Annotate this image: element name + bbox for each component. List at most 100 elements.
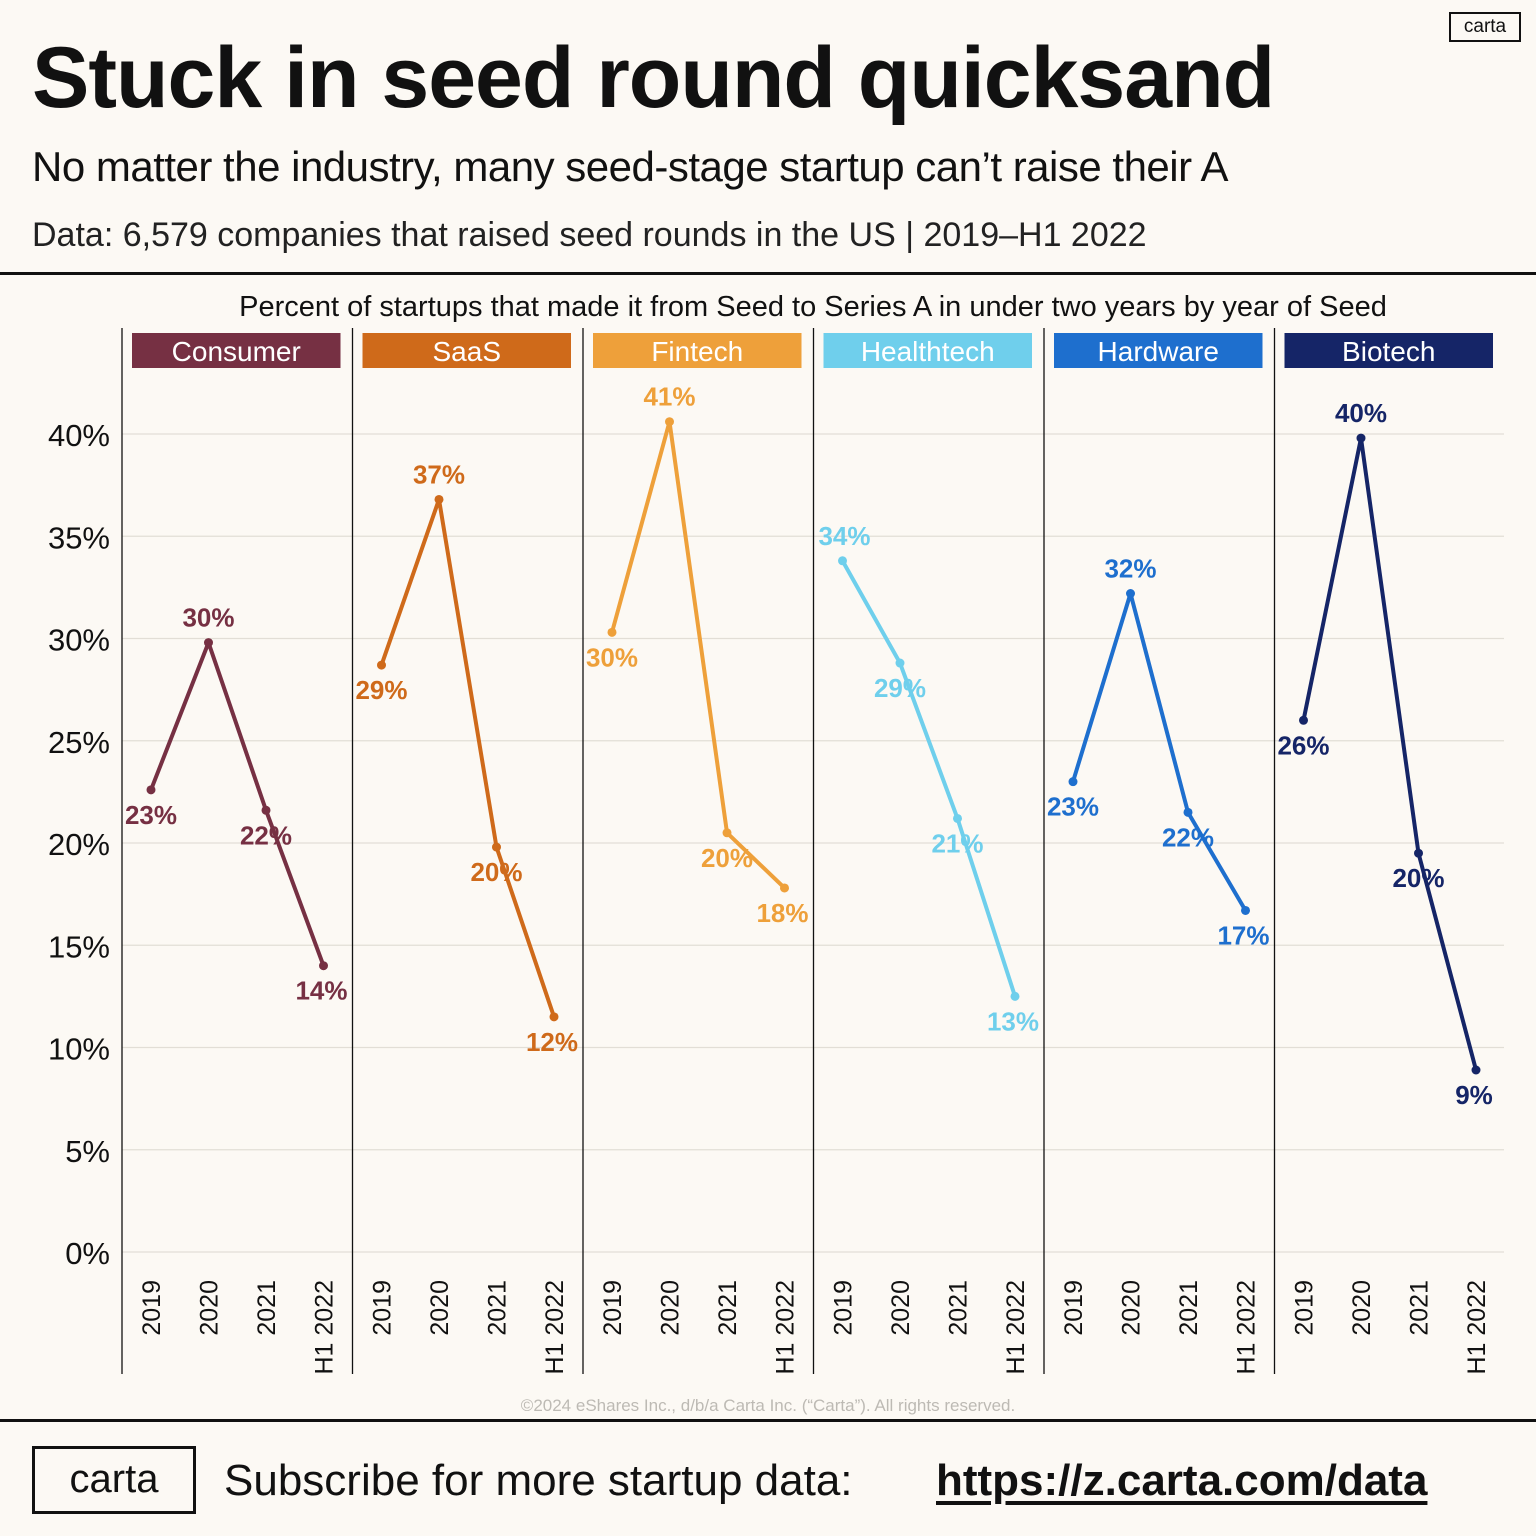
- data-point: [1068, 777, 1078, 787]
- y-tick-label: 35%: [48, 520, 110, 555]
- panel-header-label: Hardware: [1098, 336, 1219, 367]
- data-label: 13%: [987, 1006, 1039, 1036]
- data-point: [607, 627, 617, 637]
- data-label: 30%: [182, 603, 234, 633]
- data-point: [146, 785, 156, 795]
- panel-header: [362, 333, 571, 368]
- x-tick-label: H1 2022: [772, 1280, 800, 1375]
- data-point: [838, 556, 847, 566]
- data-point: [953, 813, 962, 823]
- y-tick-label: 0%: [65, 1236, 110, 1271]
- data-label: 20%: [470, 857, 522, 887]
- data-point: [665, 417, 674, 427]
- x-tick-label: H1 2022: [1233, 1280, 1261, 1375]
- x-tick-label: 2020: [657, 1280, 685, 1336]
- panel-header-label: Healthtech: [861, 336, 995, 367]
- series-line: [840, 559, 1017, 997]
- data-point: [895, 658, 905, 668]
- panel-header: [132, 333, 341, 368]
- copyright-notice: ©2024 eShares Inc., d/b/a Carta Inc. (“C…: [520, 1396, 1016, 1415]
- panel-header-label: SaaS: [433, 336, 502, 367]
- data-label: 14%: [295, 976, 347, 1006]
- data-label: 21%: [931, 828, 983, 858]
- carta-logo[interactable]: carta: [1449, 12, 1521, 42]
- x-tick-label: 2021: [714, 1280, 742, 1336]
- data-point: [1126, 589, 1135, 599]
- y-tick-label: 20%: [48, 827, 110, 862]
- data-label: 29%: [355, 675, 407, 705]
- data-label: 9%: [1455, 1080, 1493, 1110]
- data-label: 22%: [240, 820, 292, 850]
- data-point: [1010, 991, 1020, 1001]
- series-line: [1301, 436, 1478, 1071]
- x-tick-label: 2019: [1291, 1280, 1319, 1336]
- data-label: 17%: [1217, 920, 1269, 950]
- x-tick-label: H1 2022: [311, 1280, 339, 1375]
- data-point: [1183, 807, 1193, 817]
- data-point: [722, 828, 732, 838]
- x-tick-label: 2021: [484, 1280, 512, 1336]
- x-tick-label: 2021: [253, 1280, 281, 1336]
- data-point: [780, 883, 789, 893]
- x-tick-label: H1 2022: [1002, 1280, 1030, 1375]
- page-title: Stuck in seed round quicksand: [32, 30, 1275, 126]
- series-line: [610, 419, 786, 890]
- data-point: [377, 660, 386, 670]
- series-line: [379, 497, 556, 1018]
- y-tick-label: 30%: [48, 623, 110, 658]
- data-label: 23%: [1047, 792, 1099, 822]
- data-point: [1241, 905, 1250, 915]
- x-tick-label: 2019: [1060, 1280, 1088, 1336]
- data-label: 22%: [1162, 822, 1214, 852]
- y-tick-label: 10%: [48, 1032, 110, 1067]
- series-line: [149, 640, 326, 967]
- data-source-note: Data: 6,579 companies that raised seed r…: [32, 216, 1147, 254]
- x-tick-label: 2021: [945, 1280, 973, 1336]
- x-tick-label: H1 2022: [1463, 1280, 1491, 1375]
- data-label: 20%: [1392, 863, 1444, 893]
- data-point: [1471, 1065, 1481, 1075]
- page-subtitle: No matter the industry, many seed-stage …: [32, 143, 1228, 190]
- x-tick-label: 2019: [138, 1280, 166, 1336]
- data-label: 26%: [1277, 730, 1329, 760]
- x-tick-label: 2021: [1406, 1280, 1434, 1336]
- panel-header-label: Consumer: [172, 336, 301, 367]
- x-tick-label: 2020: [887, 1280, 915, 1336]
- data-point: [434, 494, 444, 504]
- x-tick-label: 2019: [369, 1280, 397, 1336]
- data-point: [1299, 715, 1308, 725]
- data-point: [492, 842, 501, 852]
- data-point: [1414, 848, 1423, 858]
- panel-header: [1284, 333, 1493, 368]
- subscribe-link[interactable]: https://z.carta.com/data: [936, 1456, 1428, 1505]
- panel-header: [1054, 333, 1263, 368]
- chart-title: Percent of startups that made it from Se…: [239, 291, 1387, 323]
- panel-header: [593, 333, 802, 368]
- data-label: 20%: [701, 843, 753, 873]
- x-tick-label: 2021: [1175, 1280, 1203, 1336]
- y-tick-label: 25%: [48, 725, 110, 760]
- y-tick-label: 40%: [48, 418, 110, 453]
- data-label: 32%: [1104, 554, 1156, 584]
- data-label: 18%: [756, 898, 808, 928]
- data-label: 40%: [1335, 398, 1387, 428]
- data-point: [204, 638, 213, 648]
- data-point: [319, 961, 328, 971]
- x-tick-label: H1 2022: [541, 1280, 569, 1375]
- panel-header-label: Biotech: [1342, 336, 1435, 367]
- data-label: 30%: [586, 642, 638, 672]
- x-tick-label: 2020: [1118, 1280, 1146, 1336]
- panel-header-label: Fintech: [651, 336, 743, 367]
- x-tick-label: 2019: [830, 1280, 858, 1336]
- x-tick-label: 2020: [196, 1280, 224, 1336]
- data-point: [549, 1012, 559, 1022]
- small-multiples-line-chart: Percent of startups that made it from Se…: [48, 291, 1504, 1375]
- panel-header: [823, 333, 1032, 368]
- data-point: [261, 805, 271, 815]
- y-tick-label: 15%: [48, 929, 110, 964]
- carta-logo-footer[interactable]: carta: [32, 1446, 196, 1514]
- data-label: 12%: [526, 1027, 578, 1057]
- series-line: [1071, 591, 1248, 912]
- data-label: 29%: [874, 673, 926, 703]
- data-label: 41%: [643, 382, 695, 412]
